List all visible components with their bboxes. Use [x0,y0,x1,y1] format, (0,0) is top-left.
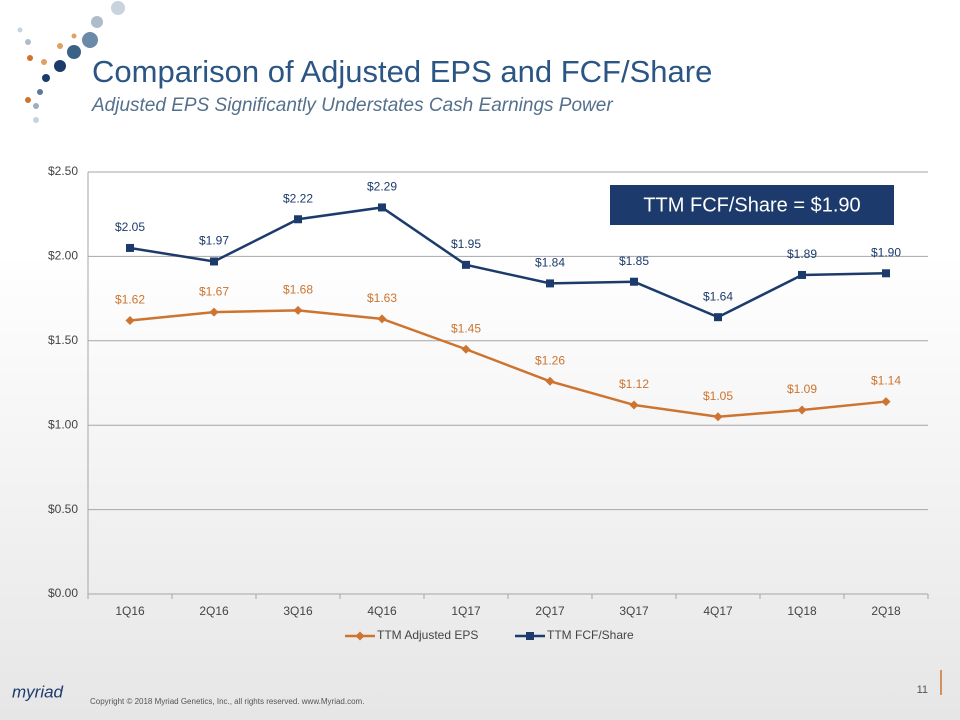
marker [125,316,135,326]
data-label: $1.89 [787,247,817,261]
marker [797,405,807,415]
data-label: $1.95 [451,237,481,251]
marker [462,260,470,269]
marker [209,307,219,317]
marker [294,215,302,224]
y-tick-label: $1.50 [48,333,78,347]
data-label: $1.05 [703,389,733,403]
page-number: 11 [917,684,928,696]
marker [377,314,387,324]
marker [378,203,386,212]
marker [882,269,890,278]
marker [714,313,722,322]
x-tick-label: 1Q16 [115,604,145,618]
data-label: $1.84 [535,256,565,270]
logo-dots [17,1,125,123]
marker [546,279,554,288]
x-tick-label: 4Q16 [367,604,397,618]
x-tick-label: 2Q17 [535,604,565,618]
marker [881,397,891,407]
marker [798,270,806,279]
marker [526,632,534,640]
annotation: TTM FCF/Share = $1.90 [643,194,860,216]
x-tick-label: 1Q18 [787,604,817,618]
series-line [129,206,887,319]
data-label: $1.63 [367,291,397,305]
annotation-box [610,185,894,225]
marker [629,400,639,410]
data-label: $1.64 [703,289,733,303]
data-label: $1.14 [871,374,901,388]
marker [461,344,471,354]
data-label: $1.85 [619,254,649,268]
y-tick-label: $1.00 [48,417,78,431]
marker [210,257,218,266]
marker [126,243,134,252]
y-tick-label: $2.00 [48,249,78,263]
data-label: $2.05 [115,220,145,234]
data-label: $2.29 [367,180,397,194]
data-label: $1.62 [115,293,145,307]
x-tick-label: 2Q18 [871,604,901,618]
series-line [129,309,887,419]
data-label: $2.22 [283,191,313,205]
x-tick-label: 4Q17 [703,604,733,618]
data-label: $1.97 [199,234,229,248]
x-tick-label: 3Q17 [619,604,649,618]
data-label: $1.45 [451,321,481,335]
x-tick-label: 2Q16 [199,604,229,618]
marker [713,412,723,422]
data-label: $1.09 [787,382,817,396]
y-tick-label: $0.50 [48,502,78,516]
data-label: $1.67 [199,284,229,298]
marker [545,376,555,386]
data-label: $1.12 [619,377,649,391]
marker [293,305,303,315]
footer: Copyright © 2018 Myriad Genetics, Inc., … [90,697,364,706]
x-tick-label: 1Q17 [451,604,481,618]
legend-label: TTM FCF/Share [547,628,634,642]
legend-label: TTM Adjusted EPS [377,628,478,642]
y-tick-label: $0.00 [48,586,78,600]
title: Comparison of Adjusted EPS and FCF/Share [92,54,712,89]
data-label: $1.68 [283,283,313,297]
x-tick-label: 3Q16 [283,604,313,618]
y-tick-label: $2.50 [48,164,78,178]
data-label: $1.90 [871,245,901,259]
subtitle: Adjusted EPS Significantly Understates C… [91,95,613,116]
marker [355,631,365,641]
data-label: $1.26 [535,353,565,367]
marker [630,277,638,286]
logo: myriad [12,682,64,701]
